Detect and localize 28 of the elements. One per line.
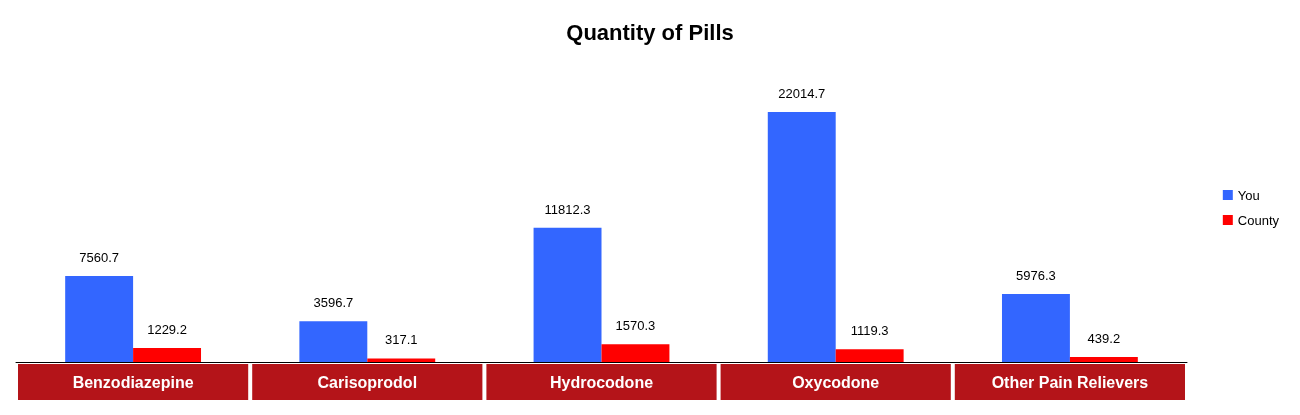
x-tick-label: Other Pain Relievers: [991, 373, 1149, 391]
data-label: 1229.2: [147, 322, 187, 338]
data-label: 3596.7: [313, 295, 354, 311]
bar: [65, 276, 134, 362]
data-label: 317.1: [384, 332, 418, 348]
data-label: 11812.3: [544, 201, 591, 217]
bar: [367, 358, 436, 362]
bar: [601, 344, 670, 362]
bar: [533, 227, 602, 362]
bar: [1069, 357, 1138, 362]
chart-title: Quantity of Pills: [566, 19, 734, 45]
data-label: 22014.7: [778, 85, 826, 101]
x-tick-label: Hydrocodone: [549, 373, 654, 391]
bar: [835, 349, 904, 362]
data-label: 7560.7: [79, 250, 120, 266]
data-label: 439.2: [1087, 331, 1121, 347]
x-tick-label: Benzodiazepine: [72, 373, 194, 391]
bar: [299, 321, 368, 362]
bar: [1001, 294, 1070, 362]
data-label: 1119.3: [850, 323, 889, 339]
bar: [767, 111, 836, 362]
legend-label: County: [1237, 212, 1280, 228]
legend-label: You: [1237, 187, 1260, 203]
x-tick-label: Carisoprodol: [317, 373, 418, 391]
data-label: 1570.3: [615, 318, 656, 334]
x-tick-label: Oxycodone: [792, 373, 880, 391]
bar: [133, 348, 202, 362]
data-label: 5976.3: [1016, 268, 1056, 284]
